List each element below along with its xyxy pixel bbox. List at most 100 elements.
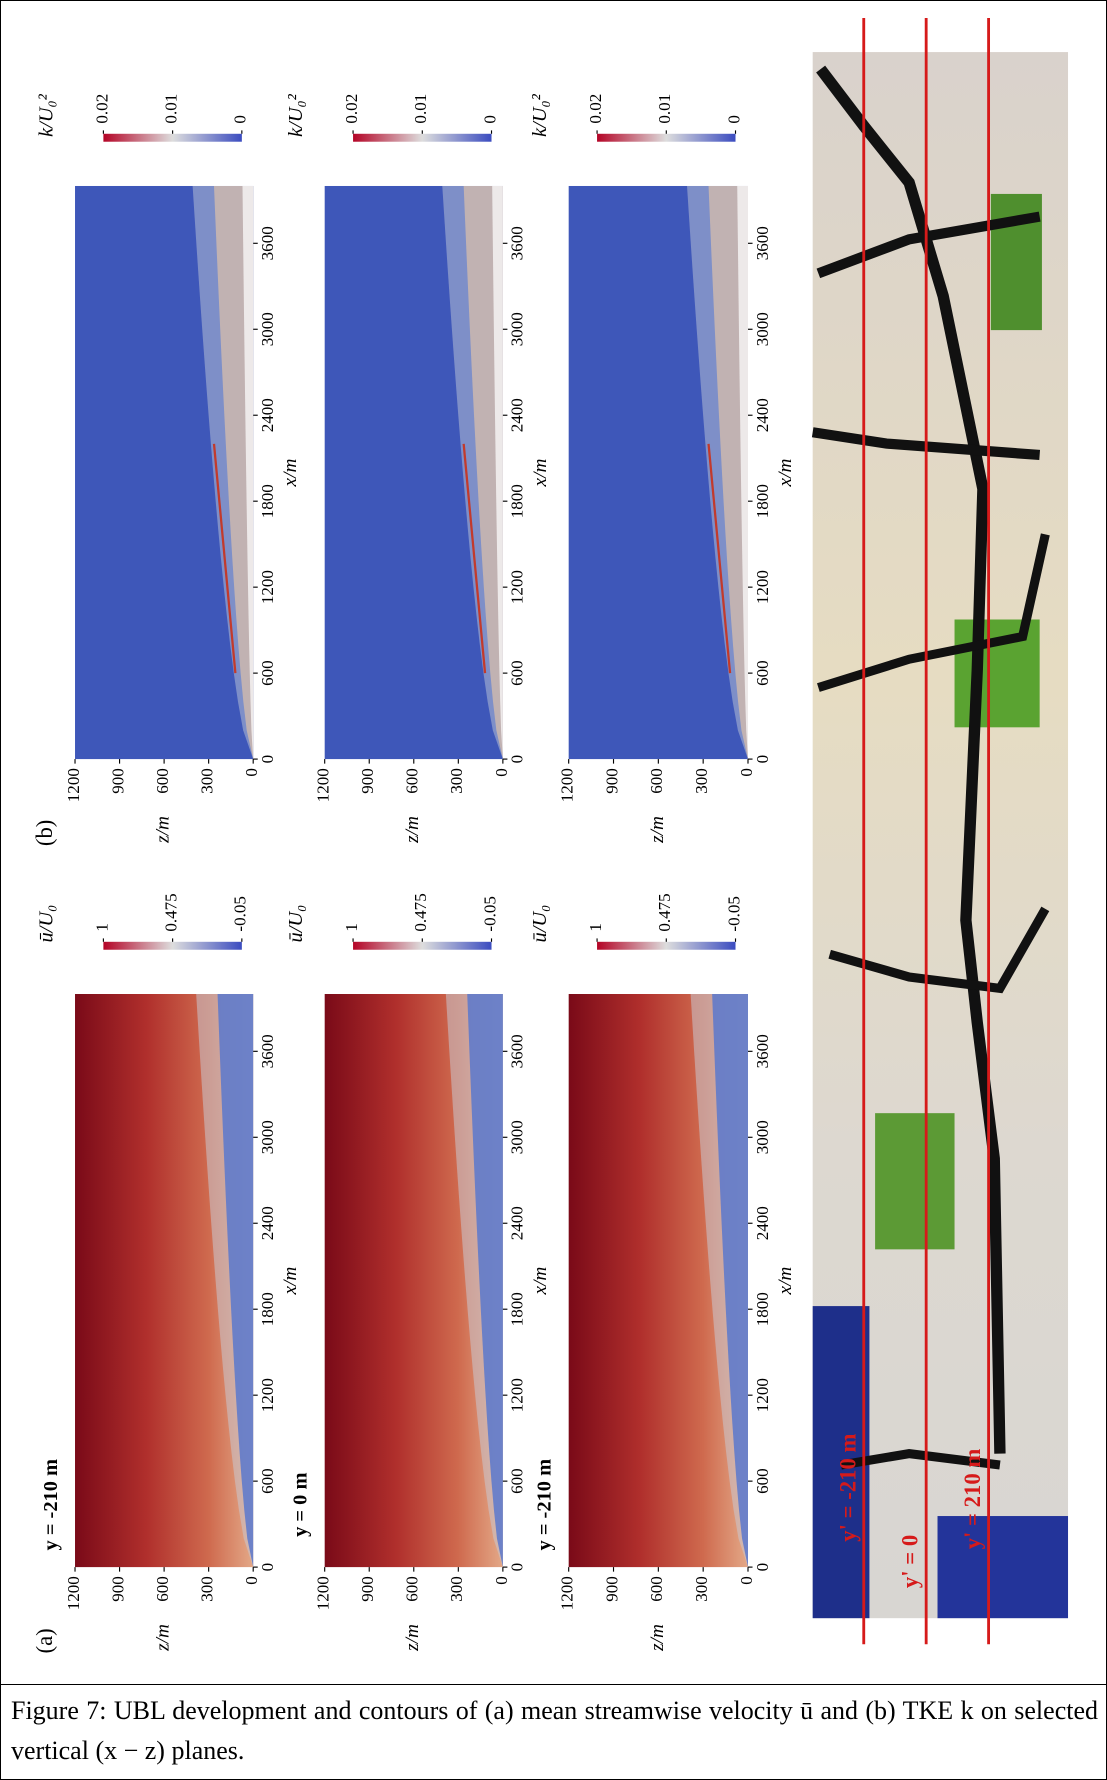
colorbar-tick-label: 0	[724, 115, 743, 124]
z-axis-label: z/m	[402, 1624, 423, 1652]
z-tick-label: 0	[737, 1576, 756, 1585]
z-axis-label: z/m	[153, 1624, 174, 1652]
z-tick-label: 300	[692, 1576, 711, 1602]
x-tick-label: 3600	[508, 1034, 527, 1068]
z-tick-label: 1200	[64, 768, 83, 802]
colorbar-tick-label: 0.01	[162, 94, 181, 124]
x-tick-label: 1200	[753, 1378, 772, 1412]
x-tick-label: 600	[258, 1468, 277, 1494]
x-axis-label: x/m	[530, 459, 551, 488]
plane-label: y = -210 m	[534, 1459, 556, 1551]
x-tick-label: 3000	[508, 1120, 527, 1154]
panel-label: (b)	[32, 820, 57, 846]
x-tick-label: 3600	[508, 226, 527, 260]
colorbar-label: ū/U₀	[285, 905, 307, 943]
map-label: y' = -210 m	[835, 1434, 860, 1542]
x-tick-label: 600	[258, 660, 277, 686]
colorbar-tick-label: 1	[92, 923, 111, 932]
z-tick-label: 900	[108, 1576, 127, 1602]
x-axis-label: x/m	[530, 1267, 551, 1296]
z-tick-label: 1200	[314, 1576, 333, 1610]
colorbar-label: k/U₀²	[285, 93, 307, 137]
z-tick-label: 300	[198, 768, 217, 794]
x-tick-label: 1200	[508, 570, 527, 604]
caption: Figure 7: UBL development and contours o…	[1, 1684, 1107, 1779]
x-tick-label: 3600	[258, 226, 277, 260]
x-tick-label: 0	[258, 1563, 277, 1572]
figure-page: y' = -210 m y' = 0 y' = 210 m 0 300 600 900…	[0, 0, 1107, 1780]
x-tick-label: 0	[508, 1563, 527, 1572]
x-tick-label: 1800	[508, 484, 527, 518]
z-axis-label: z/m	[647, 816, 668, 844]
x-tick-label: 1800	[258, 1292, 277, 1326]
x-axis-label: x/m	[775, 1267, 796, 1296]
city-map: y' = -210 m y' = 0 y' = 210 m	[813, 18, 1068, 1644]
colorbar-tick-label: 1	[342, 923, 361, 932]
z-tick-label: 600	[153, 1576, 172, 1602]
z-tick-label: 600	[647, 768, 666, 794]
z-tick-label: 0	[737, 768, 756, 777]
z-tick-label: 900	[602, 768, 621, 794]
x-axis-label: x/m	[280, 1267, 301, 1296]
z-tick-label: 0	[492, 1576, 511, 1585]
water	[938, 1516, 1069, 1618]
x-tick-label: 600	[753, 660, 772, 686]
colorbar-tick-label: 0	[480, 115, 499, 124]
z-tick-label: 600	[153, 768, 172, 794]
x-tick-label: 600	[508, 1468, 527, 1494]
colorbar-tick-label: 0.01	[411, 94, 430, 124]
plane-label: y = 0 m	[290, 1473, 312, 1537]
x-tick-label: 3600	[753, 1034, 772, 1068]
x-tick-label: 1200	[258, 570, 277, 604]
z-tick-label: 300	[198, 1576, 217, 1602]
x-axis-label: x/m	[280, 459, 301, 488]
z-tick-label: 300	[692, 768, 711, 794]
x-tick-label: 0	[753, 755, 772, 764]
z-tick-label: 1200	[558, 1576, 577, 1610]
z-tick-label: 300	[447, 1576, 466, 1602]
x-tick-label: 1800	[753, 484, 772, 518]
z-tick-label: 600	[403, 1576, 422, 1602]
colorbar-tick-label: -0.05	[480, 896, 499, 931]
z-tick-label: 1200	[64, 1576, 83, 1610]
x-axis-label: x/m	[775, 459, 796, 488]
colorbar	[597, 942, 735, 950]
map-label: y' = 0	[898, 1535, 923, 1588]
colorbar	[597, 134, 735, 142]
colorbar-tick-label: 1	[586, 923, 605, 932]
z-axis-label: z/m	[402, 816, 423, 844]
x-tick-label: 2400	[258, 1206, 277, 1240]
x-tick-label: 600	[508, 660, 527, 686]
x-tick-label: 3000	[753, 312, 772, 346]
colorbar-label: k/U₀²	[529, 93, 551, 137]
x-tick-label: 3600	[753, 226, 772, 260]
colorbar-label: ū/U₀	[529, 905, 551, 943]
x-tick-label: 1800	[508, 1292, 527, 1326]
z-tick-label: 0	[492, 768, 511, 777]
z-axis-label: z/m	[647, 1624, 668, 1652]
colorbar-tick-label: -0.05	[231, 896, 250, 931]
x-tick-label: 2400	[753, 398, 772, 432]
x-tick-label: 1800	[258, 484, 277, 518]
colorbar-tick-label: 0.475	[655, 893, 674, 931]
x-tick-label: 3000	[258, 1120, 277, 1154]
z-tick-label: 0	[242, 768, 261, 777]
z-tick-label: 1200	[558, 768, 577, 802]
x-tick-label: 0	[508, 755, 527, 764]
z-tick-label: 600	[403, 768, 422, 794]
colorbar	[103, 942, 241, 950]
x-tick-label: 2400	[258, 398, 277, 432]
x-tick-label: 2400	[508, 1206, 527, 1240]
x-tick-label: 1200	[508, 1378, 527, 1412]
x-tick-label: 2400	[753, 1206, 772, 1240]
colorbar-label: k/U₀²	[35, 93, 57, 137]
figure: y' = -210 m y' = 0 y' = 210 m 0 300 600 900…	[1, 1, 1107, 1684]
colorbar	[353, 134, 491, 142]
colorbar-tick-label: -0.05	[724, 896, 743, 931]
z-tick-label: 900	[358, 1576, 377, 1602]
x-tick-label: 0	[753, 1563, 772, 1572]
park	[875, 1113, 954, 1249]
plane-label: y = -210 m	[40, 1459, 62, 1551]
colorbar-tick-label: 0	[231, 115, 250, 124]
x-tick-label: 3000	[753, 1120, 772, 1154]
